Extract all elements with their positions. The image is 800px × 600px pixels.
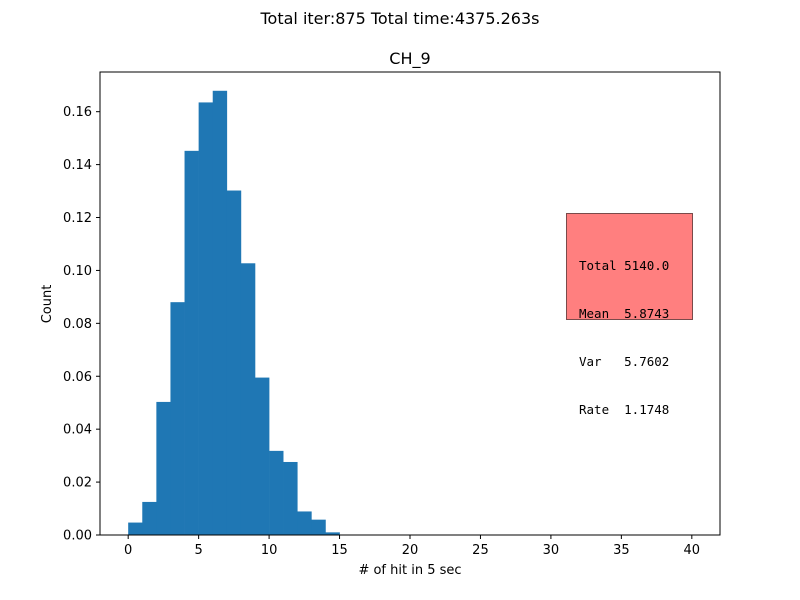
histogram-bar-4 [184, 150, 199, 535]
stats-total: Total 5140.0 [579, 258, 670, 273]
y-tick-label: 0.02 [63, 476, 92, 491]
y-tick-label: 0.16 [63, 105, 92, 120]
stats-rate: Rate 1.1748 [579, 402, 670, 417]
y-tick-label: 0.10 [63, 264, 92, 279]
histogram-bar-5 [198, 102, 214, 535]
x-tick-label: 30 [543, 543, 560, 558]
histogram-bar-12 [297, 511, 312, 535]
y-axis-label: Count [40, 285, 55, 324]
histogram-bars [128, 90, 340, 535]
histogram-bar-0 [128, 522, 143, 535]
stats-box: Total 5140.0 Mean 5.8743 Var 5.7602 Rate… [566, 213, 693, 417]
chart-title: CH_9 [389, 49, 430, 69]
stats-var: Var 5.7602 [579, 354, 670, 369]
histogram-bar-8 [240, 263, 256, 535]
x-tick-label: 40 [684, 543, 701, 558]
y-tick-label: 0.00 [63, 529, 92, 544]
histogram-bar-2 [156, 401, 171, 535]
histogram-bar-9 [255, 377, 270, 535]
x-tick-label: 0 [124, 543, 132, 558]
histogram-bar-11 [283, 461, 298, 535]
histogram-bar-3 [170, 302, 185, 535]
histogram-bar-13 [311, 519, 326, 535]
stats-mean: Mean 5.8743 [579, 306, 670, 321]
x-axis-ticks: 0 5 10 15 20 25 30 35 40 [124, 535, 700, 558]
histogram-bar-10 [269, 450, 284, 535]
y-axis-ticks: 0.00 0.02 0.04 0.06 0.08 0.10 0.12 0.14 0.16 [63, 105, 100, 544]
x-tick-label: 15 [331, 543, 348, 558]
histogram-bar-14 [325, 532, 340, 535]
x-axis-label: # of hit in 5 sec [358, 563, 461, 578]
y-tick-label: 0.06 [63, 370, 92, 385]
histogram-bar-1 [142, 501, 157, 535]
x-tick-label: 5 [194, 543, 202, 558]
figure-suptitle: Total iter:875 Total time:4375.263s [260, 9, 540, 28]
y-tick-label: 0.08 [63, 317, 92, 332]
y-tick-label: 0.14 [63, 158, 92, 173]
x-tick-label: 35 [613, 543, 630, 558]
x-tick-label: 20 [402, 543, 419, 558]
y-tick-label: 0.04 [63, 423, 92, 438]
x-tick-label: 10 [261, 543, 278, 558]
histogram-bar-7 [226, 190, 242, 535]
y-tick-label: 0.12 [63, 211, 92, 226]
x-tick-label: 25 [472, 543, 489, 558]
histogram-bar-6 [212, 90, 228, 535]
